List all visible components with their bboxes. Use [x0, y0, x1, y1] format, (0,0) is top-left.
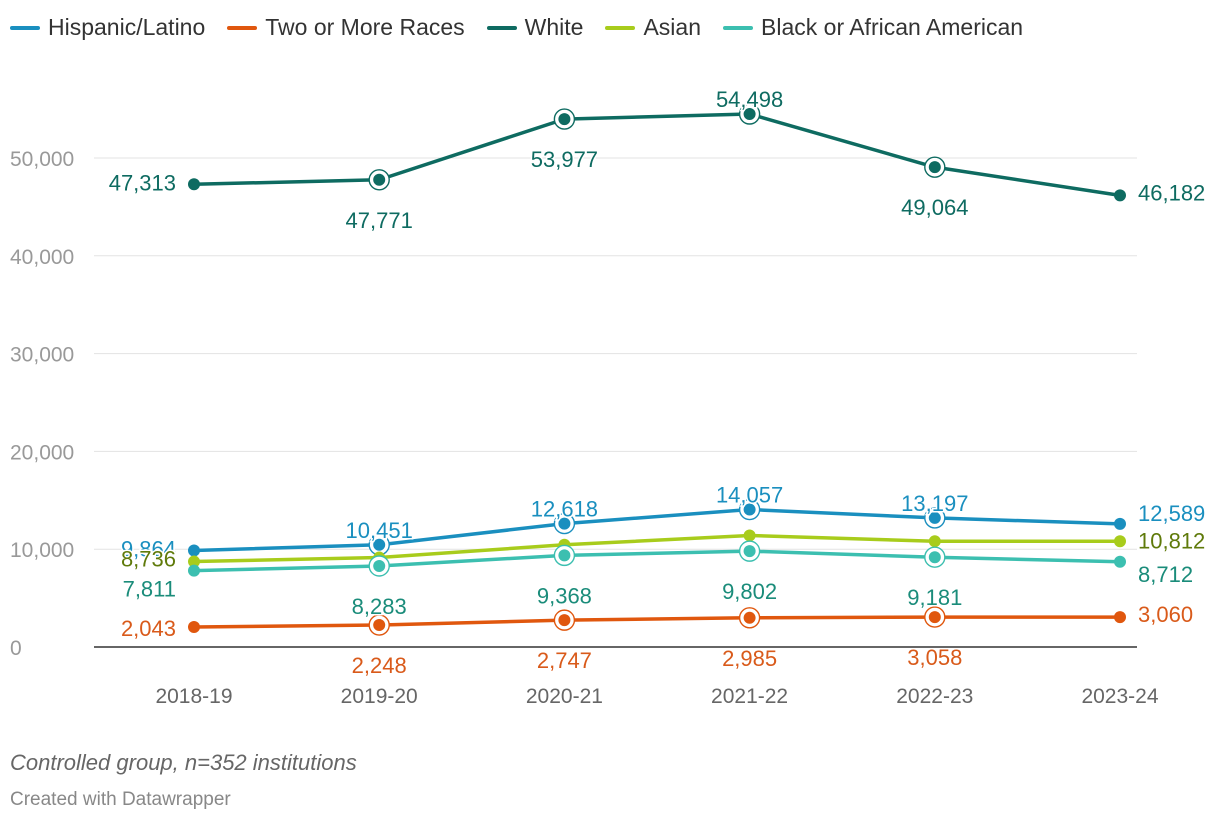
data-label: 8,283: [352, 594, 407, 619]
chart-legend: Hispanic/Latino Two or More Races White …: [10, 14, 1045, 41]
data-point: [188, 621, 200, 634]
data-point: [743, 529, 756, 542]
data-label: 46,182: [1138, 180, 1205, 205]
data-label: 2,248: [352, 653, 407, 678]
data-point: [558, 517, 571, 530]
chart-note: Controlled group, n=352 institutions: [10, 750, 357, 775]
data-label: 9,181: [907, 585, 962, 610]
data-point: [558, 614, 571, 627]
data-point: [928, 611, 941, 624]
data-point: [558, 113, 571, 126]
data-label: 9,864: [121, 537, 176, 562]
data-point: [1114, 555, 1126, 568]
series-line: [192, 507, 1122, 553]
series-line: [192, 615, 1122, 629]
data-label: 12,618: [531, 497, 598, 522]
legend-label: Black or African American: [761, 14, 1024, 40]
data-point: [928, 511, 941, 524]
data-label: 8,712: [1138, 562, 1193, 587]
x-tick-label: 2018-19: [155, 685, 232, 708]
legend-swatch: [605, 25, 636, 30]
data-label: 54,498: [716, 87, 783, 112]
data-label: 9,802: [722, 579, 777, 604]
x-tick-label: 2019-20: [341, 685, 418, 708]
legend-item-two-or-more-races: Two or More Races: [227, 14, 465, 41]
legend-swatch: [486, 25, 517, 30]
data-label: 8,736: [121, 547, 176, 572]
data-point: [373, 559, 386, 572]
legend-swatch: [10, 25, 40, 30]
data-label: 10,812: [1138, 528, 1205, 553]
data-point: [1114, 611, 1126, 624]
data-label: 47,313: [109, 170, 176, 195]
data-point: [188, 564, 200, 577]
data-label: 3,058: [907, 645, 962, 670]
data-point: [373, 619, 386, 632]
series-line: [192, 533, 1122, 564]
y-tick-label: 40,000: [10, 246, 74, 269]
legend-item-asian: Asian: [605, 14, 701, 41]
legend-label: Two or More Races: [265, 14, 465, 40]
legend-swatch: [723, 25, 754, 30]
data-point: [928, 551, 941, 564]
data-label: 47,771: [346, 208, 413, 233]
data-label: 13,197: [901, 491, 968, 516]
legend-label: White: [524, 14, 584, 40]
data-label: 14,057: [716, 483, 783, 508]
series-line: [192, 112, 1122, 198]
x-tick-label: 2020-21: [526, 685, 603, 708]
data-label: 7,811: [123, 577, 176, 602]
data-label: 2,043: [121, 616, 176, 641]
data-point: [558, 549, 571, 562]
data-point: [743, 108, 756, 121]
data-label: 49,064: [901, 195, 968, 220]
legend-item-black-african-american: Black or African American: [723, 14, 1023, 41]
y-tick-label: 30,000: [10, 344, 74, 367]
data-point: [743, 545, 756, 558]
y-tick-label: 20,000: [10, 441, 74, 464]
data-point: [928, 161, 941, 174]
data-point: [373, 538, 386, 551]
data-label: 12,589: [1138, 501, 1205, 526]
x-tick-label: 2022-23: [896, 685, 973, 708]
data-point: [188, 555, 200, 568]
data-point: [188, 544, 200, 557]
data-point: [743, 503, 756, 516]
y-tick-label: 50,000: [10, 148, 74, 171]
data-point: [1114, 517, 1126, 530]
legend-item-hispanic-latino: Hispanic/Latino: [10, 14, 205, 41]
x-tick-label: 2021-22: [711, 685, 788, 708]
data-point: [1114, 189, 1126, 202]
data-point: [928, 535, 941, 548]
y-tick-label: 10,000: [10, 539, 74, 562]
y-tick-label: 0: [10, 637, 22, 660]
data-label: 3,060: [1138, 602, 1193, 627]
data-label: 2,985: [722, 646, 777, 671]
chart-credit: Created with Datawrapper: [10, 789, 231, 810]
data-point: [373, 173, 386, 186]
legend-label: Hispanic/Latino: [48, 14, 206, 40]
legend-label: Asian: [643, 14, 702, 40]
data-label: 53,977: [531, 147, 598, 172]
x-tick-label: 2023-24: [1081, 685, 1158, 708]
data-label: 9,368: [537, 583, 592, 608]
data-label: 2,747: [537, 648, 592, 673]
data-label: 10,451: [346, 518, 413, 543]
data-point: [743, 611, 756, 624]
line-chart: 0 10,000 20,000 30,000 40,000 50,000 2018-19 20…: [10, 86, 1207, 708]
legend-item-white: White: [486, 14, 584, 41]
series-line: [192, 549, 1122, 573]
data-point: [188, 178, 200, 191]
data-point: [1114, 535, 1126, 548]
legend-swatch: [227, 25, 258, 30]
